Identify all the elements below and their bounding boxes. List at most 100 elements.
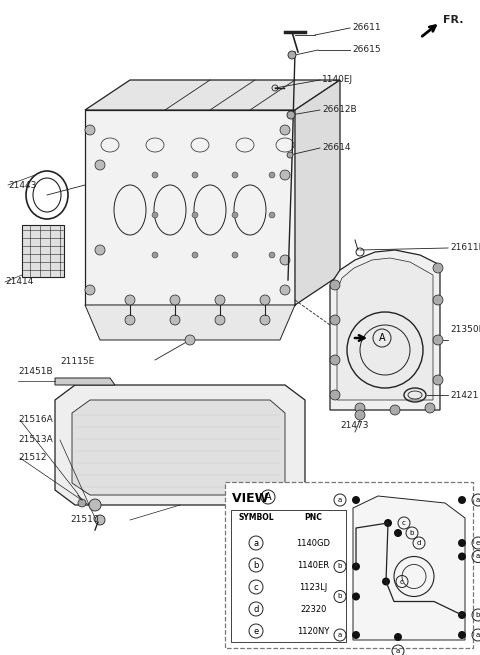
Bar [225, 482, 473, 648]
Text: a: a [396, 648, 400, 654]
Circle shape [330, 280, 340, 290]
Circle shape [352, 563, 360, 571]
Circle shape [170, 315, 180, 325]
Text: 1140EJ: 1140EJ [322, 75, 353, 84]
Circle shape [287, 152, 293, 158]
Circle shape [95, 245, 105, 255]
Text: 22320: 22320 [300, 605, 327, 614]
Text: 21421: 21421 [450, 390, 479, 400]
Text: 21443: 21443 [8, 181, 36, 189]
Text: c: c [400, 578, 404, 584]
Circle shape [287, 111, 295, 119]
Circle shape [215, 295, 225, 305]
Circle shape [394, 529, 402, 537]
Text: 21512: 21512 [18, 453, 47, 462]
Polygon shape [55, 385, 305, 505]
Circle shape [394, 633, 402, 641]
Circle shape [269, 172, 275, 178]
Text: 1123LJ: 1123LJ [300, 582, 328, 591]
Circle shape [433, 295, 443, 305]
Circle shape [232, 212, 238, 218]
Circle shape [78, 499, 86, 507]
Circle shape [260, 315, 270, 325]
Circle shape [352, 496, 360, 504]
Circle shape [152, 172, 158, 178]
Text: a: a [476, 632, 480, 638]
Text: 21611B: 21611B [450, 244, 480, 252]
Text: 26615: 26615 [352, 45, 381, 54]
Bar [22, 225, 64, 277]
Polygon shape [72, 400, 285, 495]
Polygon shape [330, 250, 440, 410]
Circle shape [89, 499, 101, 511]
Text: d: d [253, 605, 259, 614]
Circle shape [192, 252, 198, 258]
Text: 1140GD: 1140GD [297, 538, 331, 548]
Text: a: a [253, 538, 259, 548]
Text: A: A [264, 492, 271, 502]
Text: c: c [402, 520, 406, 526]
Circle shape [355, 410, 365, 420]
Text: FR.: FR. [443, 15, 464, 25]
Text: 21510: 21510 [70, 515, 98, 525]
Text: 21115E: 21115E [60, 358, 94, 367]
Circle shape [384, 519, 392, 527]
Circle shape [458, 631, 466, 639]
Circle shape [288, 51, 296, 59]
Text: VIEW: VIEW [232, 491, 273, 504]
Circle shape [152, 252, 158, 258]
Circle shape [390, 405, 400, 415]
Text: PNC: PNC [305, 514, 323, 523]
Text: e: e [253, 626, 259, 635]
Circle shape [85, 125, 95, 135]
Circle shape [260, 295, 270, 305]
Circle shape [458, 539, 466, 547]
Circle shape [425, 403, 435, 413]
Circle shape [232, 252, 238, 258]
Circle shape [185, 335, 195, 345]
Circle shape [95, 515, 105, 525]
Polygon shape [85, 110, 295, 305]
Polygon shape [353, 496, 465, 640]
Polygon shape [295, 80, 340, 305]
Text: b: b [410, 530, 414, 536]
Circle shape [215, 315, 225, 325]
Text: 26611: 26611 [352, 24, 381, 33]
Text: e: e [476, 540, 480, 546]
Circle shape [125, 315, 135, 325]
Circle shape [280, 125, 290, 135]
Polygon shape [85, 305, 295, 340]
Circle shape [125, 295, 135, 305]
Circle shape [352, 631, 360, 639]
Circle shape [330, 390, 340, 400]
Text: 21473: 21473 [340, 421, 369, 430]
Text: 21516A: 21516A [18, 415, 53, 424]
Text: a: a [338, 497, 342, 503]
Text: 1120NY: 1120NY [297, 626, 330, 635]
Circle shape [232, 172, 238, 178]
Text: b: b [338, 563, 342, 569]
Circle shape [458, 553, 466, 561]
Circle shape [170, 295, 180, 305]
Text: SYMBOL: SYMBOL [238, 514, 274, 523]
Text: 26614: 26614 [322, 143, 350, 153]
Text: 21451B: 21451B [18, 367, 53, 377]
Text: A: A [379, 333, 385, 343]
Circle shape [433, 375, 443, 385]
Text: 26612B: 26612B [322, 105, 357, 115]
Polygon shape [337, 258, 433, 400]
Text: d: d [417, 540, 421, 546]
Circle shape [152, 212, 158, 218]
Text: a: a [476, 497, 480, 503]
Circle shape [458, 496, 466, 504]
Circle shape [95, 160, 105, 170]
Circle shape [269, 252, 275, 258]
Circle shape [269, 212, 275, 218]
Circle shape [192, 212, 198, 218]
Text: a: a [476, 553, 480, 559]
Text: c: c [254, 582, 258, 591]
Text: 1140ER: 1140ER [298, 561, 330, 569]
Circle shape [330, 315, 340, 325]
Polygon shape [55, 378, 115, 385]
Bar [231, 510, 346, 642]
